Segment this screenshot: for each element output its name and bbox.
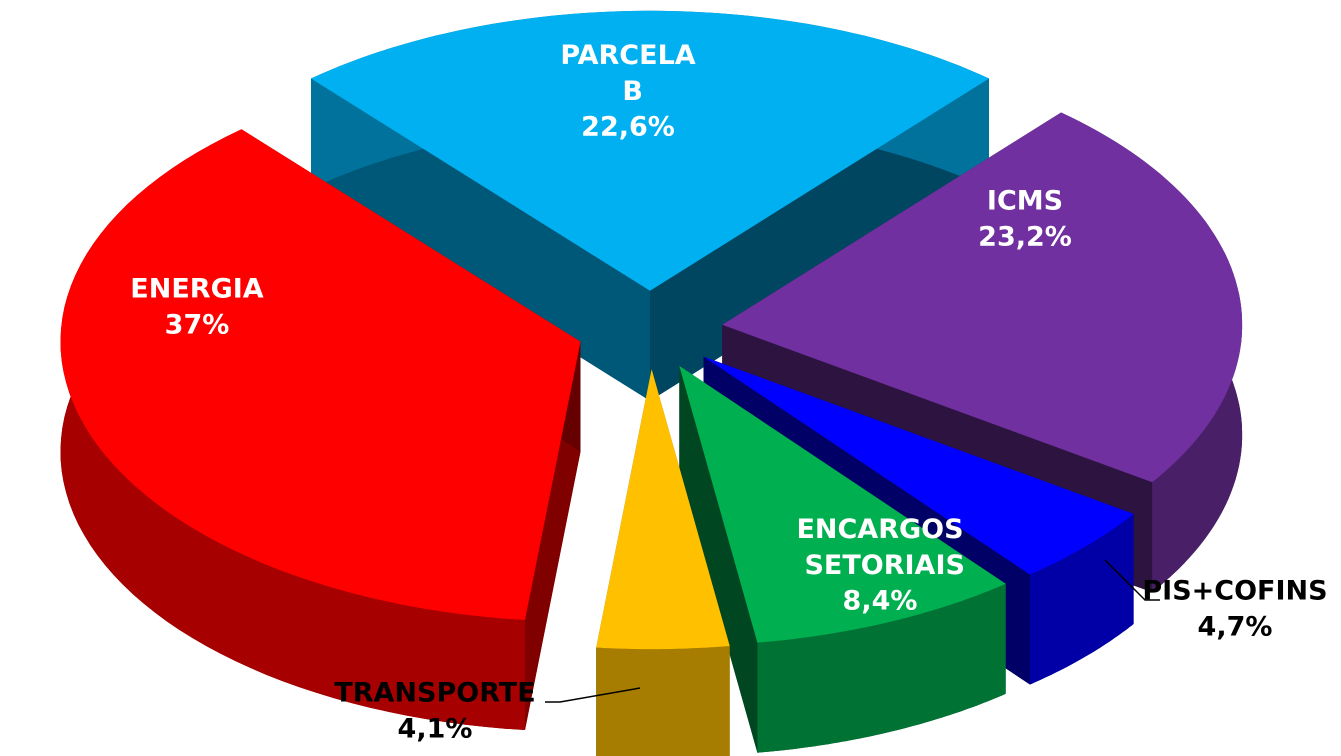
leader-line (1104, 559, 1160, 601)
slice (703, 356, 1134, 575)
slice (722, 112, 1243, 593)
slice (311, 10, 989, 401)
slice (311, 10, 989, 291)
slice-label: ICMS (987, 186, 1063, 217)
slice-label: TRANSPORTE (334, 678, 535, 709)
slice-wall (60, 129, 525, 731)
slice (679, 365, 1006, 753)
slice-value-label: 37% (165, 310, 230, 341)
slice (60, 129, 581, 731)
slice-side (679, 365, 758, 753)
slice-wall (757, 583, 1006, 753)
slice (60, 129, 581, 621)
slice-wall (1029, 513, 1134, 685)
slice-value-label: 4,1% (398, 714, 473, 745)
slice-label: ENCARGOS SETORIAIS (795, 514, 965, 581)
slice (722, 112, 1243, 483)
slice-value-label: 22,6% (581, 112, 675, 143)
slice-side (311, 78, 650, 401)
leader-line (545, 687, 641, 703)
slice (679, 365, 1006, 643)
slice-wall (596, 646, 730, 756)
slice-label: ENERGIA (130, 274, 263, 305)
slice (596, 369, 730, 650)
slice-value-label: 4,7% (1198, 612, 1273, 643)
slice-label: PIS+COFINS (1142, 576, 1327, 607)
slice-label: PARCELA B (560, 40, 695, 107)
slice-value-label: 23,2% (978, 222, 1072, 253)
slice-value-label: 8,4% (843, 586, 918, 617)
slice (596, 369, 730, 756)
